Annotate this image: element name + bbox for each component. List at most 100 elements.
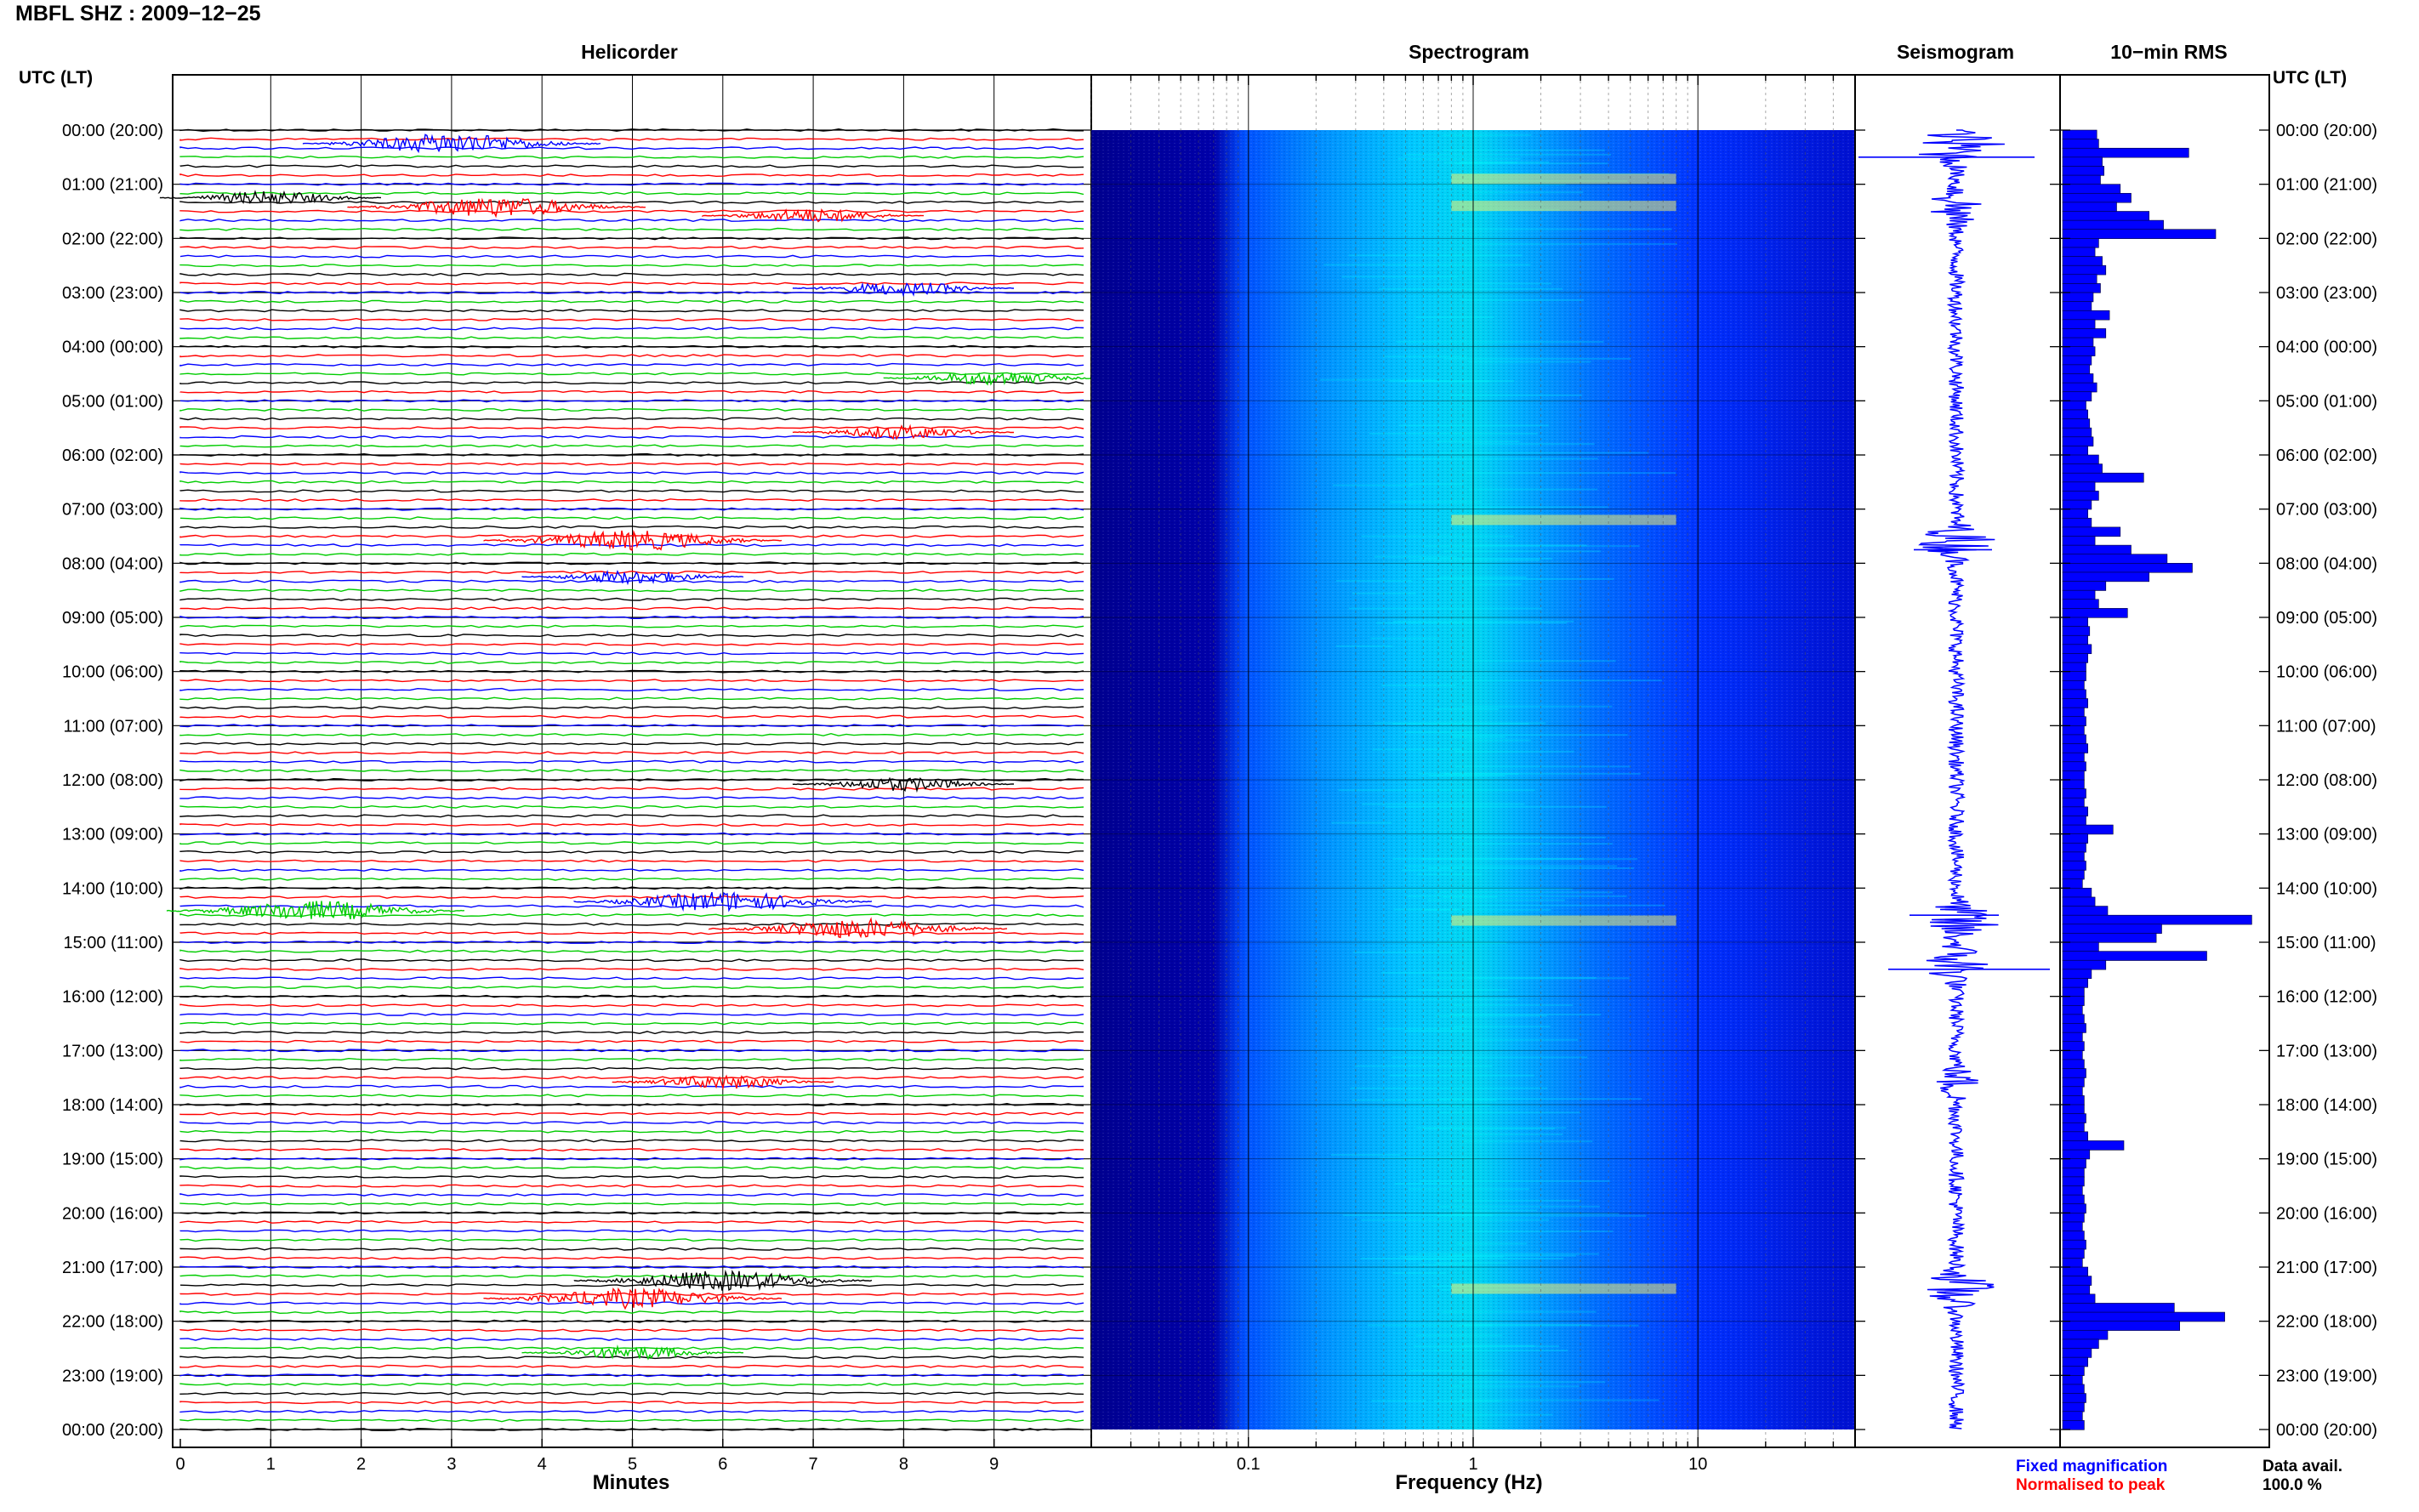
- time-label-left: 11:00 (07:00): [64, 717, 164, 736]
- helicorder-trace: [179, 706, 1084, 710]
- spectrogram-streak: [1416, 873, 1483, 876]
- helicorder-trace: [179, 868, 1084, 873]
- rms-bar: [2062, 986, 2085, 998]
- rms-bar: [2062, 1239, 2086, 1250]
- rms-bar: [2062, 689, 2086, 700]
- rms-bar: [2062, 978, 2089, 988]
- rms-bar: [2062, 1140, 2125, 1151]
- rms-bar: [2062, 129, 2097, 140]
- helicorder-trace: [179, 1157, 1084, 1161]
- rms-bar: [2062, 274, 2097, 284]
- spectrogram-streak: [1449, 1385, 1579, 1388]
- rms-bar: [2062, 1303, 2175, 1313]
- spectrogram-streak: [1467, 361, 1591, 363]
- spectrogram-streak: [1393, 908, 1460, 911]
- helicorder-trace: [179, 1039, 1084, 1043]
- spectrogram-streak: [1414, 1345, 1560, 1348]
- helicorder-trace: [179, 913, 1084, 918]
- helicorder-trace: [179, 534, 1084, 538]
- helicorder-trace: [179, 155, 1084, 159]
- spectrogram-streak: [1421, 858, 1638, 861]
- spectrogram-streak: [1418, 773, 1519, 776]
- rms-bar: [2062, 788, 2086, 799]
- rms-bar: [2062, 608, 2128, 618]
- spectrogram-streak: [1467, 976, 1597, 979]
- rms-bar: [2062, 202, 2117, 213]
- helicorder-trace: [179, 444, 1084, 448]
- spectrogram-streak: [1461, 904, 1665, 907]
- spectrogram-streak: [1330, 1154, 1400, 1157]
- helicorder-trace: [179, 1012, 1084, 1016]
- spectrogram-streak: [1425, 577, 1614, 580]
- helicorder-trace: [179, 814, 1084, 818]
- spectrogram-streak: [1460, 228, 1672, 230]
- helicorder-trace: [179, 994, 1084, 998]
- helicorder-trace: [179, 489, 1084, 493]
- spectrogram-streak: [1458, 843, 1613, 845]
- rms-bar: [2062, 941, 2099, 952]
- helicorder-event: [573, 891, 873, 912]
- spectrogram-streak: [1385, 805, 1607, 808]
- helicorder-trace: [179, 570, 1084, 574]
- spectrogram-streak: [1471, 506, 1608, 509]
- helicorder-trace: [179, 1139, 1084, 1143]
- spectrogram-streak: [1396, 458, 1598, 460]
- time-label-left: 14:00 (10:00): [62, 879, 163, 898]
- spectrogram-streak: [1394, 1183, 1474, 1185]
- rms-bar: [2062, 166, 2105, 176]
- time-label-right: 18:00 (14:00): [2276, 1096, 2377, 1115]
- rms-bar: [2062, 1311, 2225, 1322]
- rms-bar: [2062, 301, 2092, 311]
- minute-tick-label: 2: [356, 1455, 366, 1474]
- rms-bar: [2062, 264, 2107, 276]
- spectrogram-streak: [1409, 483, 1463, 486]
- helicorder-trace: [179, 525, 1084, 529]
- helicorder-trace: [179, 669, 1084, 674]
- spectrogram-streak: [1433, 1400, 1500, 1402]
- spectrogram-streak: [1368, 1324, 1493, 1327]
- rms-bar: [2062, 1284, 2091, 1295]
- rms-bar: [2062, 355, 2092, 366]
- helicorder-trace: [179, 173, 1084, 178]
- helicorder-trace: [179, 146, 1084, 151]
- spectrogram-streak: [1403, 153, 1612, 156]
- rms-bar: [2062, 1023, 2086, 1033]
- time-label-left: 18:00 (14:00): [62, 1096, 163, 1115]
- helicorder-trace: [179, 389, 1084, 394]
- spectrogram-streak: [1397, 157, 1521, 160]
- rms-bar: [2062, 644, 2092, 655]
- spectrogram-streak: [1431, 977, 1630, 980]
- helicorder-trace: [179, 327, 1084, 331]
- rms-bar: [2062, 1059, 2085, 1070]
- minute-tick-label: 6: [718, 1455, 727, 1474]
- helicorder-trace: [179, 480, 1084, 484]
- helicorder-trace: [179, 1111, 1084, 1116]
- minute-tick-label: 5: [628, 1455, 637, 1474]
- rms-bar: [2062, 851, 2085, 862]
- rms-bar: [2062, 716, 2086, 726]
- helicorder-title: Helicorder: [581, 41, 678, 63]
- rms-bar: [2062, 238, 2099, 248]
- rms-bar: [2062, 499, 2092, 510]
- time-label-left: 12:00 (08:00): [62, 771, 163, 790]
- time-label-right: 14:00 (10:00): [2276, 879, 2377, 898]
- helicorder-trace: [179, 299, 1084, 304]
- spectrogram-streak: [1371, 1400, 1426, 1402]
- rms-bar: [2062, 770, 2085, 781]
- time-labels: 00:00 (20:00) 00:00 (20:00) 01:00 (21:00) 0…: [62, 122, 2377, 1440]
- helicorder-trace: [179, 606, 1084, 611]
- spectrogram-streak: [1390, 1074, 1534, 1077]
- rms-bar: [2062, 382, 2097, 393]
- helicorder-trace: [179, 1247, 1084, 1251]
- rms-bar: [2062, 526, 2121, 537]
- spectrogram-streak: [1360, 1257, 1564, 1259]
- minute-tick-label: 9: [989, 1455, 999, 1474]
- rms-bar: [2062, 219, 2164, 230]
- rms-bar: [2062, 951, 2207, 961]
- rms-bar: [2062, 888, 2092, 898]
- rms-bar: [2062, 1194, 2085, 1205]
- spectrogram-energy-band: [1451, 514, 1676, 526]
- rms-bar: [2062, 472, 2144, 483]
- helicorder-event: [521, 1344, 744, 1361]
- helicorder-trace: [179, 200, 1084, 204]
